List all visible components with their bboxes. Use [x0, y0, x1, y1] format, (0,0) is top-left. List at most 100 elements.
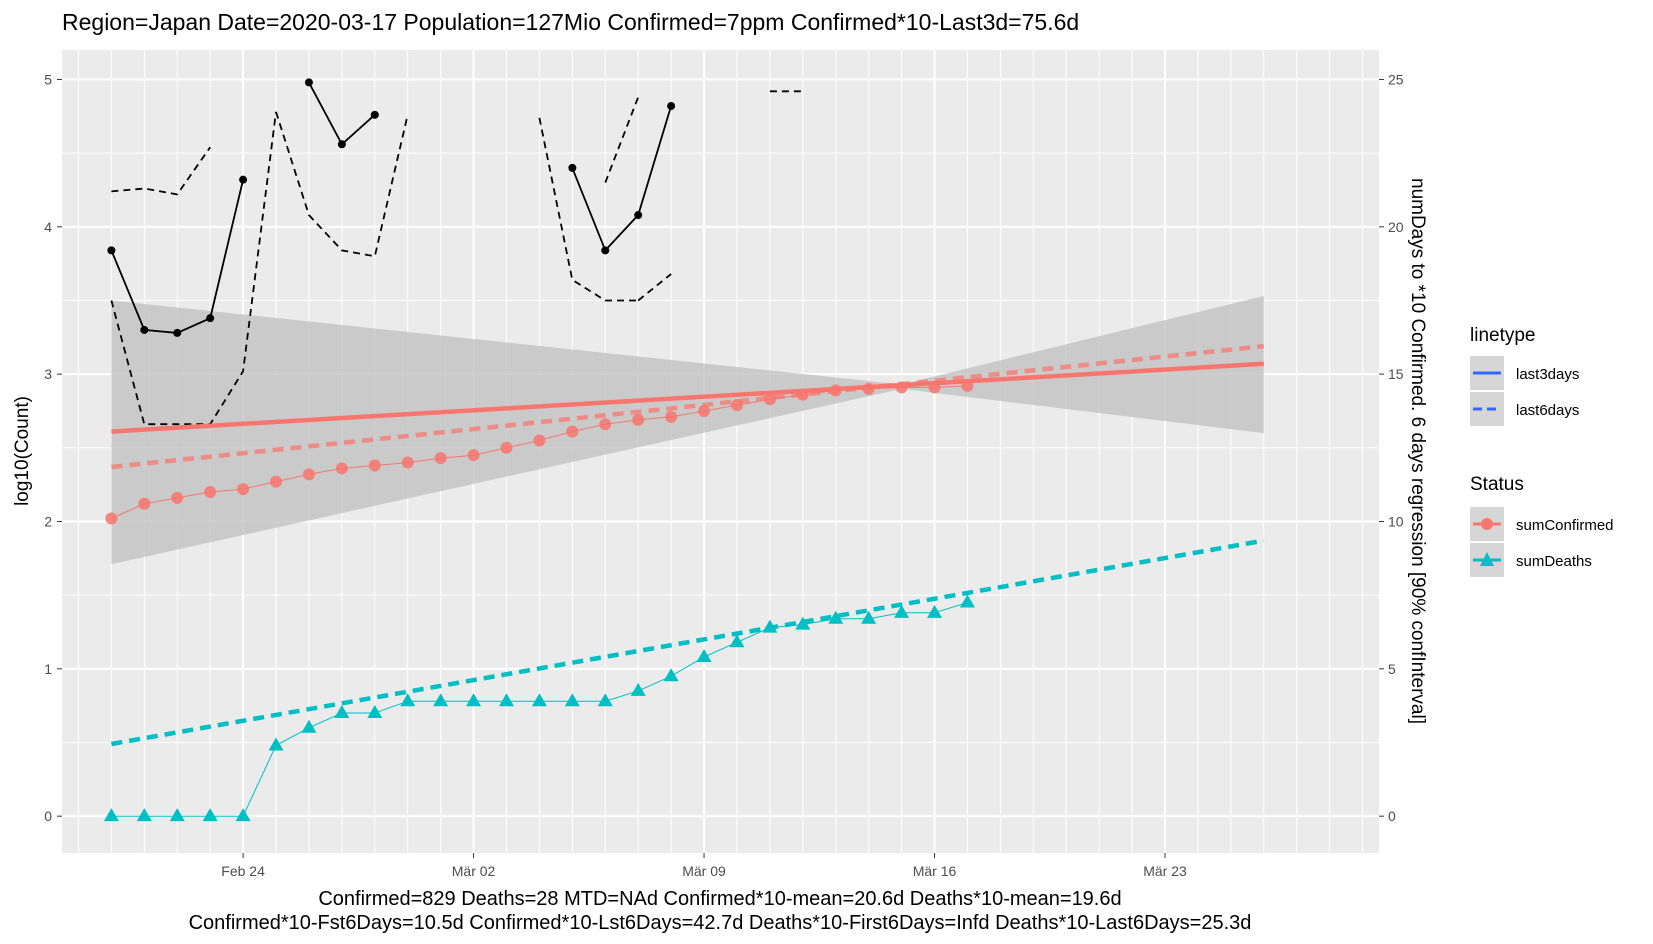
sumconfirmed-point	[302, 468, 315, 481]
sumDeaths-regression-last6days	[111, 538, 1265, 747]
sumdeaths-point	[894, 604, 910, 618]
sumdeaths-point	[795, 616, 811, 630]
y2-tick-label: 15	[1388, 366, 1404, 382]
sumdeaths-point	[564, 693, 580, 707]
sumdeaths-point	[136, 808, 152, 822]
sumconfirmed-point	[138, 497, 151, 510]
sumdeaths-point	[202, 808, 218, 822]
sumConfirmed-regression-last6days	[111, 343, 1265, 470]
numdays-point	[667, 101, 676, 110]
sumconfirmed-point	[698, 404, 711, 417]
sumconfirmed-point	[171, 491, 184, 504]
sumdeaths-point	[927, 604, 943, 618]
sumdeaths-point	[828, 610, 844, 624]
x-tick-label: Mär 23	[1143, 863, 1187, 879]
sumconfirmed-point	[763, 393, 776, 406]
x-tick-label: Mär 16	[913, 863, 957, 879]
numdays-point	[140, 325, 149, 334]
x-tick-label: Feb 24	[221, 863, 265, 879]
y2-tick-label: 5	[1388, 661, 1396, 677]
x-tick-label: Mär 09	[682, 863, 726, 879]
y-tick-label: 0	[44, 808, 52, 824]
sumconfirmed-point	[401, 456, 414, 469]
sumdeaths-point	[696, 649, 712, 663]
axes: 0 1 2 3 4 5 0 5 10 15 20 25 Feb 24 Mär 02 Mär 09 Mär 16…	[44, 71, 1404, 879]
sumconfirmed-point	[533, 434, 546, 447]
sumdeaths-point	[861, 610, 877, 624]
sumconfirmed-point	[566, 425, 579, 438]
sumdeaths-point	[729, 634, 745, 648]
numdays-point	[304, 78, 313, 87]
sumconfirmed-point	[105, 512, 118, 525]
chart-title: Region=Japan Date=2020-03-17 Population=…	[62, 9, 1079, 35]
sumconfirmed-point	[434, 452, 447, 465]
regression-lines	[111, 343, 1265, 747]
sumconfirmed-point	[632, 413, 645, 426]
sumconfirmed-point	[467, 449, 480, 462]
y2-tick-label: 0	[1388, 808, 1396, 824]
sumconfirmed-point	[730, 399, 743, 412]
numdays-point	[107, 246, 116, 255]
sumdeaths-point	[959, 594, 975, 608]
numdays-line	[571, 105, 672, 253]
sumconfirmed-point	[335, 462, 348, 475]
sumconfirmed-point	[204, 486, 217, 499]
sumconfirmed-point	[368, 459, 381, 472]
sumdeaths-point	[367, 705, 383, 719]
sumdeaths-point	[630, 682, 646, 696]
y-tick-label: 5	[44, 71, 52, 87]
sumdeaths-point	[301, 719, 317, 733]
sumdeaths-point	[400, 693, 416, 707]
legend-label-last6days: last6days	[1516, 402, 1579, 419]
sumdeaths-point	[597, 693, 613, 707]
legend-status-title: Status	[1470, 474, 1524, 495]
sumconfirmed-point	[895, 381, 908, 394]
y-tick-label: 2	[44, 513, 52, 529]
sumconfirmed-point	[829, 384, 842, 397]
numdays-point	[634, 211, 643, 220]
legend-label-sumdeaths: sumDeaths	[1516, 553, 1592, 570]
numdays-ci-dashed	[111, 146, 211, 196]
y-tick-label: 3	[44, 366, 52, 382]
numdays-ci-dashed	[538, 117, 639, 302]
y-axis-title: log10(Count)	[12, 396, 33, 506]
sumdeaths-point	[663, 668, 679, 682]
sumconfirmed-point	[500, 441, 513, 454]
y2-axis-title: numDays to *10 Confirmed. 6 days regress…	[1407, 178, 1428, 724]
sumdeaths-point	[433, 693, 449, 707]
data-series	[103, 379, 975, 822]
numdays-point	[601, 246, 610, 255]
numdays-point	[370, 110, 379, 119]
sumdeaths-point	[169, 808, 185, 822]
sumdeaths-point	[103, 808, 119, 822]
numdays-point	[173, 328, 182, 337]
numdays-point	[568, 163, 577, 172]
sumconfirmed-point	[862, 382, 875, 395]
numdays-point	[337, 140, 346, 149]
sumdeaths-point	[466, 693, 482, 707]
sumconfirmed-point	[796, 388, 809, 401]
sumconfirmed-point	[928, 381, 941, 394]
legend-marker-sumdeaths	[1480, 552, 1494, 566]
sumdeaths-point	[498, 693, 514, 707]
x-tick-label: Mär 02	[452, 863, 496, 879]
legend-label-sumconfirmed: sumConfirmed	[1516, 517, 1614, 534]
sumconfirmed-point	[665, 410, 678, 423]
numdays-series	[107, 78, 803, 426]
legend-marker-sumconfirmed	[1481, 518, 1493, 530]
numdays-ci-dashed	[604, 96, 640, 183]
y-tick-label: 4	[44, 219, 52, 235]
numdays-point	[239, 175, 248, 184]
sumdeaths-point	[235, 808, 251, 822]
sumdeaths-point	[334, 705, 350, 719]
sumconfirmed-point	[961, 379, 974, 392]
numdays-point	[206, 314, 215, 323]
confidence-band-area	[111, 296, 1264, 565]
legend-linetype-title: linetype	[1470, 325, 1536, 346]
y2-tick-label: 10	[1388, 513, 1404, 529]
sumdeaths-point	[531, 693, 547, 707]
legend-label-last3days: last3days	[1516, 366, 1579, 383]
y2-tick-label: 20	[1388, 219, 1404, 235]
